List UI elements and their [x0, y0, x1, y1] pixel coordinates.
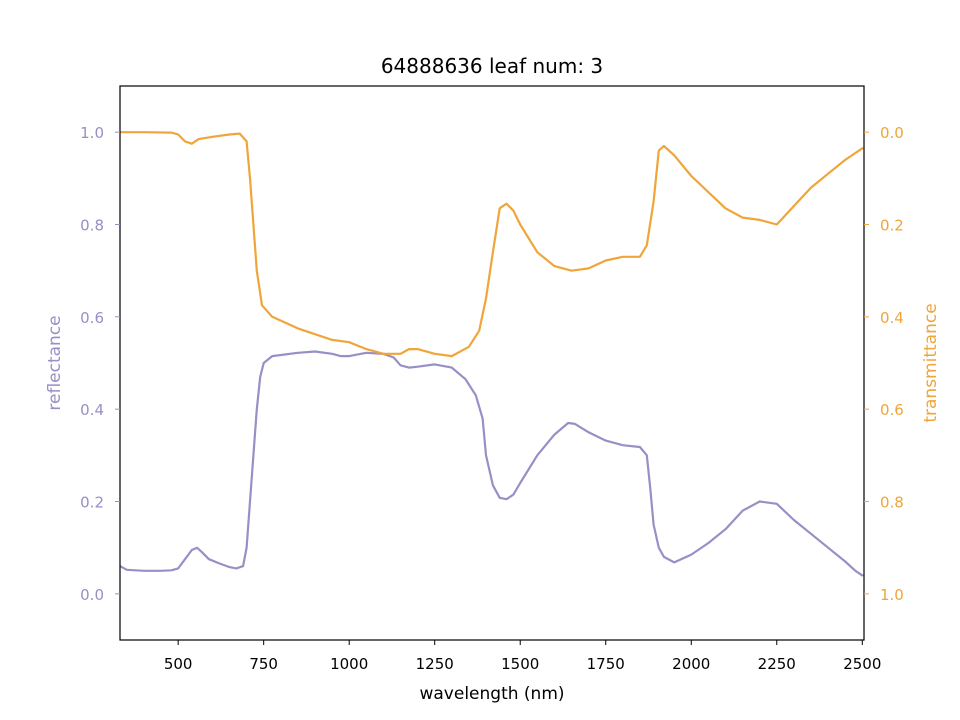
- x-tick-label: 1000: [330, 655, 368, 673]
- right-tick-label: 1.0: [880, 586, 904, 604]
- x-tick-label: 1750: [587, 655, 625, 673]
- x-tick-label: 2000: [672, 655, 710, 673]
- transmittance-line: [120, 131, 864, 358]
- x-tick-label: 1250: [416, 655, 454, 673]
- x-tick-label: 1500: [501, 655, 539, 673]
- left-tick-label: 0.8: [80, 217, 104, 235]
- plot-area: [120, 131, 864, 577]
- right-axis: 0.0 0.2 0.4 0.6 0.8 1.0: [864, 124, 904, 604]
- plot-frame: [119, 85, 865, 641]
- left-tick-label: 0.4: [80, 401, 104, 419]
- x-tick-label: 750: [249, 655, 278, 673]
- x-tick-label: 500: [164, 655, 193, 673]
- x-tick-label: 2250: [758, 655, 796, 673]
- left-axis: 0.0 0.2 0.4 0.6 0.8 1.0: [80, 124, 120, 604]
- chart-title: 64888636 leaf num: 3: [381, 54, 603, 78]
- right-tick-label: 0.6: [880, 401, 904, 419]
- right-tick-label: 0.4: [880, 309, 904, 327]
- y-axis-label-left: reflectance: [45, 315, 65, 410]
- y-axis-label-right: transmittance: [921, 303, 941, 422]
- left-tick-label: 0.6: [80, 309, 104, 327]
- left-tick-label: 0.0: [80, 586, 104, 604]
- right-tick-label: 0.2: [880, 217, 904, 235]
- x-tick-label: 2500: [843, 655, 881, 673]
- x-axis-label: wavelength (nm): [419, 684, 564, 704]
- right-tick-label: 0.8: [880, 494, 904, 512]
- series-layer: [120, 131, 864, 577]
- x-axis: 500 750 1000 1250 1500 1750 2000 2250 2500: [164, 640, 881, 673]
- left-tick-label: 0.2: [80, 494, 104, 512]
- reflectance-line: [120, 350, 864, 577]
- right-tick-label: 0.0: [880, 124, 904, 142]
- left-tick-label: 1.0: [80, 124, 104, 142]
